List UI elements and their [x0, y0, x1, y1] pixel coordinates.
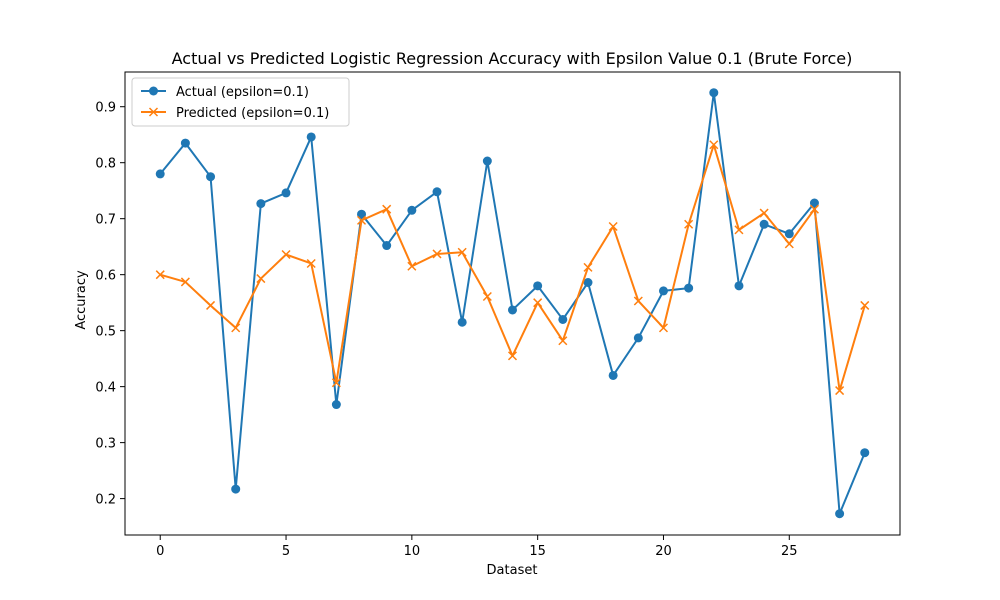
- chart-title: Actual vs Predicted Logistic Regression …: [172, 49, 853, 68]
- series-2-point: [331, 378, 341, 388]
- series-2-point: [206, 300, 216, 310]
- series-2-point: [457, 247, 467, 257]
- series-2-point: [507, 351, 518, 361]
- x-tick-label: 15: [529, 544, 546, 559]
- series-1-point: [357, 209, 367, 219]
- series-1-point: [533, 281, 543, 291]
- series-1-point: [684, 283, 694, 293]
- series-1-point: [281, 188, 291, 198]
- series-2-point: [684, 219, 694, 229]
- series-2-point: [281, 249, 291, 260]
- series-2-point: [231, 323, 241, 333]
- series-2-point: [356, 215, 367, 225]
- x-tick-label: 25: [781, 544, 798, 559]
- series-2-point: [633, 296, 643, 306]
- series-1-point: [860, 448, 870, 458]
- y-tick-label: 0.7: [95, 213, 116, 228]
- plot-area: 0 5 10 15 20 25 0.2 0.3 0.4 0.5 0.6 0.7 0.8 0.9 Actual…: [95, 71, 901, 559]
- series-1-point: [633, 333, 643, 343]
- legend-box: [131, 77, 350, 127]
- series-1-point: [508, 305, 517, 315]
- series-2-point: [860, 300, 870, 310]
- series-1-point: [407, 205, 417, 215]
- legend-marker-circle: [149, 86, 158, 96]
- legend-label: Actual (epsilon=0.1): [176, 85, 309, 100]
- series-2-point: [432, 249, 442, 259]
- series-2-point: [256, 274, 266, 284]
- x-axis-label: Dataset: [487, 563, 538, 578]
- series-1-point: [734, 281, 744, 291]
- series-2-point: [382, 204, 392, 214]
- series-1-point: [206, 172, 216, 182]
- series-1-point: [608, 370, 618, 380]
- series-1-point: [835, 509, 845, 519]
- series-2-point: [784, 239, 794, 249]
- series-2-point: [533, 298, 543, 308]
- series-1-point: [583, 278, 593, 288]
- series-1-point: [155, 169, 165, 179]
- y-tick-label: 0.3: [95, 437, 116, 452]
- y-tick-label: 0.2: [95, 493, 116, 508]
- series-1-point: [457, 317, 467, 327]
- series-1-point: [784, 229, 794, 239]
- series-1-point: [306, 132, 316, 142]
- y-tick-label: 0.5: [95, 325, 116, 340]
- series-2-point: [558, 336, 568, 346]
- series-2-point: [407, 261, 417, 271]
- series-1-point: [709, 88, 719, 98]
- series-2-point: [759, 208, 769, 218]
- legend-label: Predicted (epsilon=0.1): [176, 106, 329, 121]
- series-2-point: [482, 291, 492, 302]
- series-1-point: [432, 187, 442, 197]
- x-tick-label: 10: [404, 544, 421, 559]
- y-axis-label: Accuracy: [74, 270, 89, 330]
- series-1-point: [558, 314, 568, 324]
- series-1-point: [331, 400, 341, 410]
- series-2-point: [835, 386, 845, 396]
- y-tick-label: 0.9: [95, 101, 116, 116]
- y-tick-label: 0.4: [95, 381, 116, 396]
- series-1-point: [809, 198, 819, 208]
- legend-marker-x: [148, 107, 159, 117]
- series-1-point: [180, 138, 190, 148]
- y-tick-label: 0.8: [95, 157, 116, 172]
- series-1-point: [658, 286, 668, 296]
- y-tick-label: 0.6: [95, 269, 116, 284]
- series-2-point: [155, 270, 165, 280]
- series-2-point: [608, 221, 618, 232]
- series-2-point: [583, 262, 593, 272]
- series-2-point: [658, 323, 669, 333]
- series-1-point: [256, 199, 266, 209]
- series-1-point: [231, 484, 241, 494]
- series-1-point: [382, 241, 392, 251]
- axes-frame: [124, 71, 901, 536]
- series-2-point: [180, 277, 190, 287]
- series-2-point: [306, 258, 316, 269]
- legend: Actual (epsilon=0.1) Predicted (epsilon=0…: [131, 77, 350, 127]
- series-2-point: [809, 204, 819, 214]
- series-1-point: [759, 219, 769, 229]
- series-1-point: [482, 156, 492, 166]
- series-2-point: [734, 225, 744, 235]
- x-tick-label: 20: [655, 544, 672, 559]
- x-tick-label: 0: [156, 544, 164, 559]
- x-tick-label: 5: [282, 544, 290, 559]
- series-2-point: [709, 140, 719, 150]
